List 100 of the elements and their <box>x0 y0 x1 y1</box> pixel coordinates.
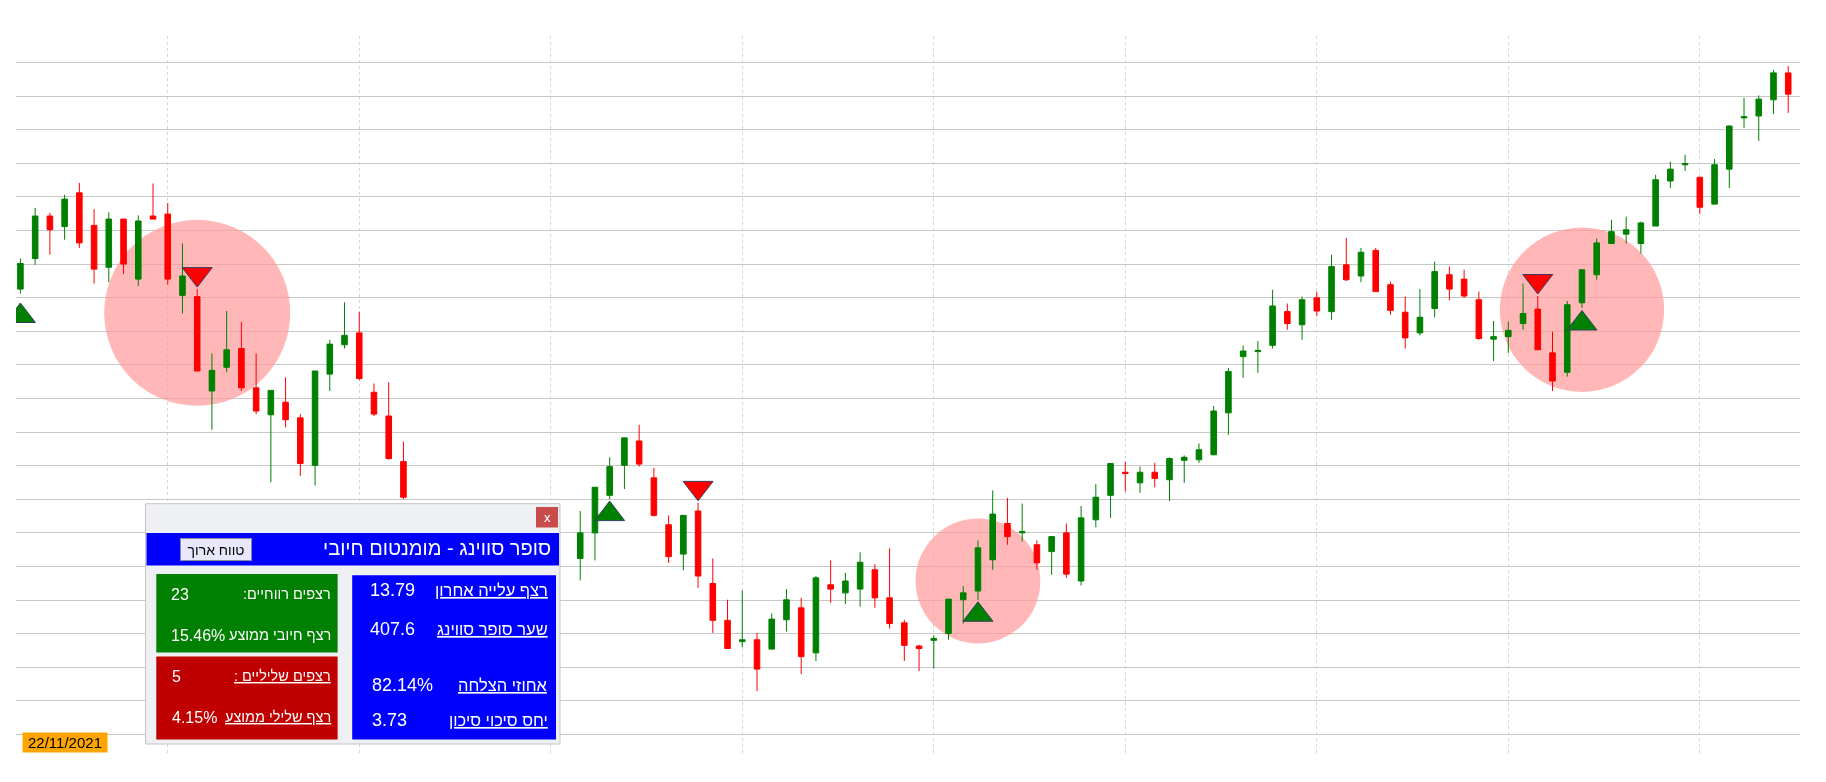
candlestick <box>871 563 879 609</box>
candlestick <box>812 575 820 662</box>
annotation: 82.14% <box>372 675 434 695</box>
candlestick <box>665 514 672 564</box>
candlestick <box>1696 176 1704 215</box>
candlestick <box>1755 94 1763 142</box>
candlestick <box>31 207 39 266</box>
candlestick <box>915 645 923 672</box>
candlestick <box>1784 65 1792 114</box>
annotation: אחוזי הצלחה <box>458 676 548 694</box>
candlestick <box>1210 405 1217 456</box>
candlestick <box>355 311 363 381</box>
candlestick <box>252 353 260 415</box>
candlestick <box>90 208 98 284</box>
candlestick <box>1726 124 1733 189</box>
text: יחס סיכוי סיכון <box>449 711 548 729</box>
candlestick <box>753 632 761 692</box>
candlestick <box>282 376 289 428</box>
annotation: רצף עלייה אחרון <box>435 581 548 599</box>
candlestick <box>1313 291 1321 317</box>
candlestick <box>341 301 348 349</box>
candlestick <box>223 310 230 373</box>
annotation: סופר סווינג - מומנטום חיובי <box>323 537 552 559</box>
candlestick <box>326 339 334 392</box>
candlestick <box>1593 238 1600 281</box>
candlestick <box>61 194 68 241</box>
annotation: 23 <box>171 586 189 603</box>
candlestick <box>635 424 643 468</box>
candlestick <box>856 551 864 608</box>
text: 4.15% <box>172 709 218 726</box>
candlestick <box>1431 261 1438 318</box>
annotation: 13.79 <box>370 580 416 600</box>
candlestick <box>238 321 245 392</box>
candlestick <box>400 441 407 500</box>
candlestick <box>1180 454 1188 484</box>
candlestick <box>1004 497 1011 546</box>
candlestick <box>370 383 378 417</box>
candlestick <box>827 559 834 604</box>
candlestick <box>1063 523 1070 579</box>
candlestick <box>1490 320 1497 362</box>
candlestick <box>650 467 658 518</box>
candlestick <box>1401 296 1409 349</box>
candlestick <box>1416 288 1424 336</box>
candlestick <box>709 558 717 634</box>
candlestick <box>1372 247 1380 293</box>
candlestick <box>842 572 849 605</box>
candlestick <box>164 202 172 286</box>
candlestick <box>76 182 83 249</box>
candlestick <box>1092 483 1100 528</box>
candlestick <box>46 212 54 256</box>
candlestick <box>1328 254 1335 321</box>
annotation: רצף חיובי ממוצע <box>229 627 332 643</box>
candlestick <box>989 489 996 571</box>
candlestick <box>17 258 24 294</box>
candlestick <box>179 243 186 314</box>
candlestick <box>945 598 952 641</box>
candlestick <box>738 589 746 648</box>
text: רצף שלילי ממוצע <box>225 709 332 725</box>
text: 3.73 <box>372 710 408 730</box>
candlestick <box>1519 283 1527 331</box>
candlestick <box>576 510 584 581</box>
annotation: טווח ארוך <box>187 541 245 558</box>
candlestick <box>1239 344 1247 379</box>
candlestick <box>1681 154 1689 172</box>
candlestick <box>297 413 304 477</box>
annotation: 5 <box>172 668 181 685</box>
candlestick <box>1195 443 1203 464</box>
candlestick <box>1357 247 1365 283</box>
candlestick <box>1637 221 1645 254</box>
candlestick <box>1166 456 1173 502</box>
annotation: 15.46% <box>171 627 226 644</box>
candlestick <box>311 370 319 486</box>
candlestick <box>783 588 790 633</box>
candlestick <box>267 389 275 483</box>
candlestick <box>694 502 702 589</box>
candlestick <box>1151 462 1159 488</box>
candlestick <box>1342 237 1350 282</box>
annotation: x <box>544 510 551 525</box>
candlestick <box>930 634 938 669</box>
candlestick <box>1033 539 1041 571</box>
candlestick <box>134 214 142 287</box>
candlestick <box>149 183 157 220</box>
candlestick <box>1136 466 1144 494</box>
candlestick <box>680 514 687 571</box>
candlestick <box>1284 303 1291 331</box>
candlestick <box>1549 331 1556 392</box>
annotation: שער סופר סווינג <box>437 620 548 638</box>
candlestick <box>1505 321 1512 354</box>
candlestick <box>1225 367 1232 436</box>
candlestick <box>120 218 127 275</box>
candlestick <box>1077 505 1085 586</box>
candlestick <box>1740 97 1748 129</box>
candlestick <box>1018 503 1026 543</box>
candlestick <box>901 619 908 662</box>
candlestick <box>1652 174 1659 227</box>
candlestick <box>797 597 805 675</box>
candlestick <box>208 353 216 431</box>
annotation: רצפים רווחיים: <box>243 586 331 602</box>
candlestick <box>105 211 113 283</box>
candlestick <box>768 613 776 650</box>
